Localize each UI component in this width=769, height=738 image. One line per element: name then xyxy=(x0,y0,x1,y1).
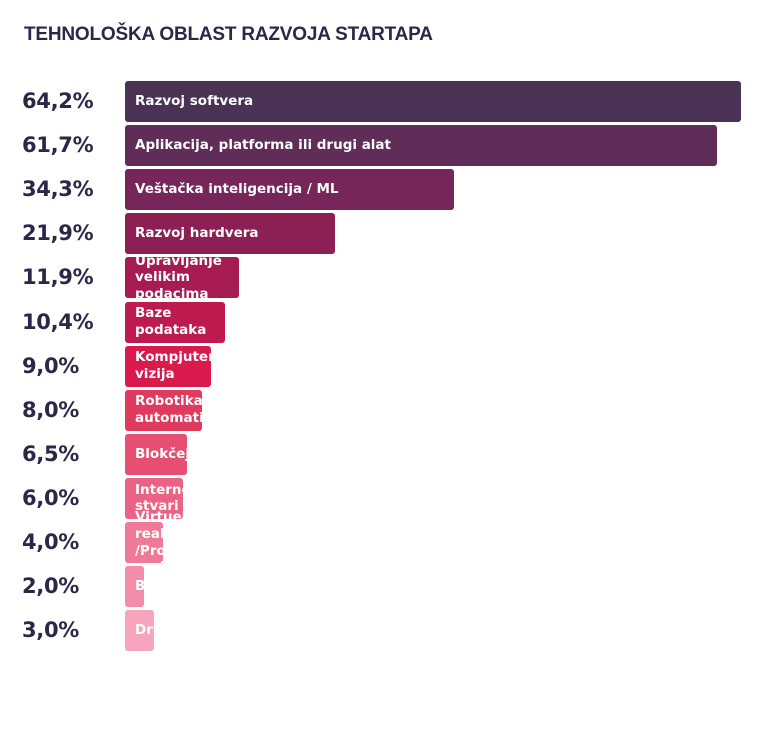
bar: Baze podataka xyxy=(125,301,225,343)
category-label: Virtuelna realnost /Proširena realnost xyxy=(135,508,213,576)
value-label: 8,0% xyxy=(22,397,80,422)
bar: Robotika i automatizacija xyxy=(125,389,247,431)
value-label: 6,5% xyxy=(22,441,80,466)
value-label: 10,4% xyxy=(22,309,94,334)
value-label: 61,7% xyxy=(22,133,94,158)
category-label: Razvoj hardvera xyxy=(135,225,259,242)
bar: Aplikacija, platforma ili drugi alat xyxy=(125,125,717,167)
category-label: Razvoj softvera xyxy=(135,93,254,110)
bar: Razvoj softvera xyxy=(125,81,741,122)
category-label: Robotika i automatizacija xyxy=(135,393,248,427)
category-label: Blokčejn xyxy=(135,445,200,462)
bar: Razvoj hardvera xyxy=(125,213,335,255)
bar: Internet stvari xyxy=(125,477,197,519)
category-label: Drugo xyxy=(135,622,182,639)
chart-title: TEHNOLOŠKA OBLAST RAZVOJA STARTAPA xyxy=(24,24,433,45)
bar: Drugo xyxy=(125,610,181,652)
value-label: 9,0% xyxy=(22,353,80,378)
value-label: 2,0% xyxy=(22,574,80,599)
value-label: 34,3% xyxy=(22,177,94,202)
value-label: 4,0% xyxy=(22,530,80,554)
value-label: 6,0% xyxy=(22,485,80,510)
value-label: 21,9% xyxy=(22,221,94,246)
category-label: Aplikacija, platforma ili drugi alat xyxy=(135,137,391,154)
category-label: Veštačka inteligencija / ML xyxy=(135,181,339,198)
category-label: Internet stvari xyxy=(135,481,198,515)
value-label: 64,2% xyxy=(22,89,94,113)
value-label: 11,9% xyxy=(22,265,94,290)
category-label: Biotehnologija xyxy=(135,578,246,595)
category-label: Upravljanje velikim podacima xyxy=(135,252,222,303)
category-label: Baze podataka xyxy=(135,305,207,338)
bar: Upravljanje velikim podacima xyxy=(125,253,239,302)
value-label: 3,0% xyxy=(22,618,80,643)
bar: Veštačka inteligencija / ML xyxy=(125,169,454,211)
category-label: Kompjuterska vizija xyxy=(135,349,241,383)
bar: Blokčejn xyxy=(125,433,200,475)
bar: Virtuelna realnost /Proširena realnost xyxy=(125,509,213,575)
bar: Biotehnologija xyxy=(125,566,245,608)
bar: Kompjuterska vizija xyxy=(125,345,241,387)
